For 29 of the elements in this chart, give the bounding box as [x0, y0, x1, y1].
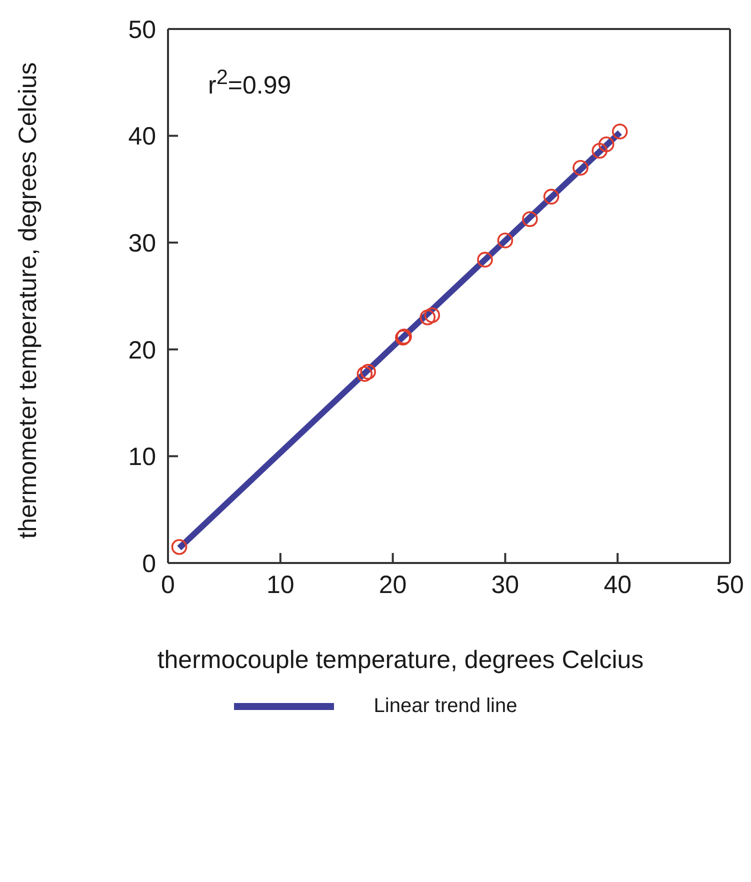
point	[477, 252, 493, 268]
point	[612, 124, 628, 140]
x-tick-label: 0	[161, 570, 175, 599]
x-tick-label: 10	[266, 570, 294, 599]
x-tick-label: 40	[604, 570, 632, 599]
point	[356, 366, 373, 382]
point	[592, 142, 608, 159]
y-tick-label: 20	[128, 336, 156, 364]
point	[598, 136, 614, 152]
legend-label: Linear trend line	[374, 695, 518, 718]
y-tick-label: 40	[128, 122, 156, 151]
point	[572, 160, 588, 176]
point	[171, 539, 188, 555]
x-axis-title: thermocouple temperature, degrees Celcius	[156, 646, 645, 675]
point	[424, 307, 440, 324]
x-tick-label: 30	[491, 570, 520, 599]
y-tick-label: 0	[142, 550, 156, 578]
y-tick-label: 30	[128, 229, 156, 258]
y-axis-title: thermometer temperature, degrees Celcius	[14, 62, 42, 539]
point	[543, 188, 560, 205]
y-tick-label: 10	[128, 443, 156, 472]
annotation: r$^{2}$=0.99	[208, 66, 292, 100]
point	[522, 211, 538, 228]
x-tick-label: 50	[716, 570, 744, 599]
point	[360, 364, 376, 380]
x-tick-label: 20	[378, 570, 407, 599]
point	[497, 232, 514, 248]
y-tick-label: 50	[128, 16, 156, 44]
point	[420, 309, 436, 326]
